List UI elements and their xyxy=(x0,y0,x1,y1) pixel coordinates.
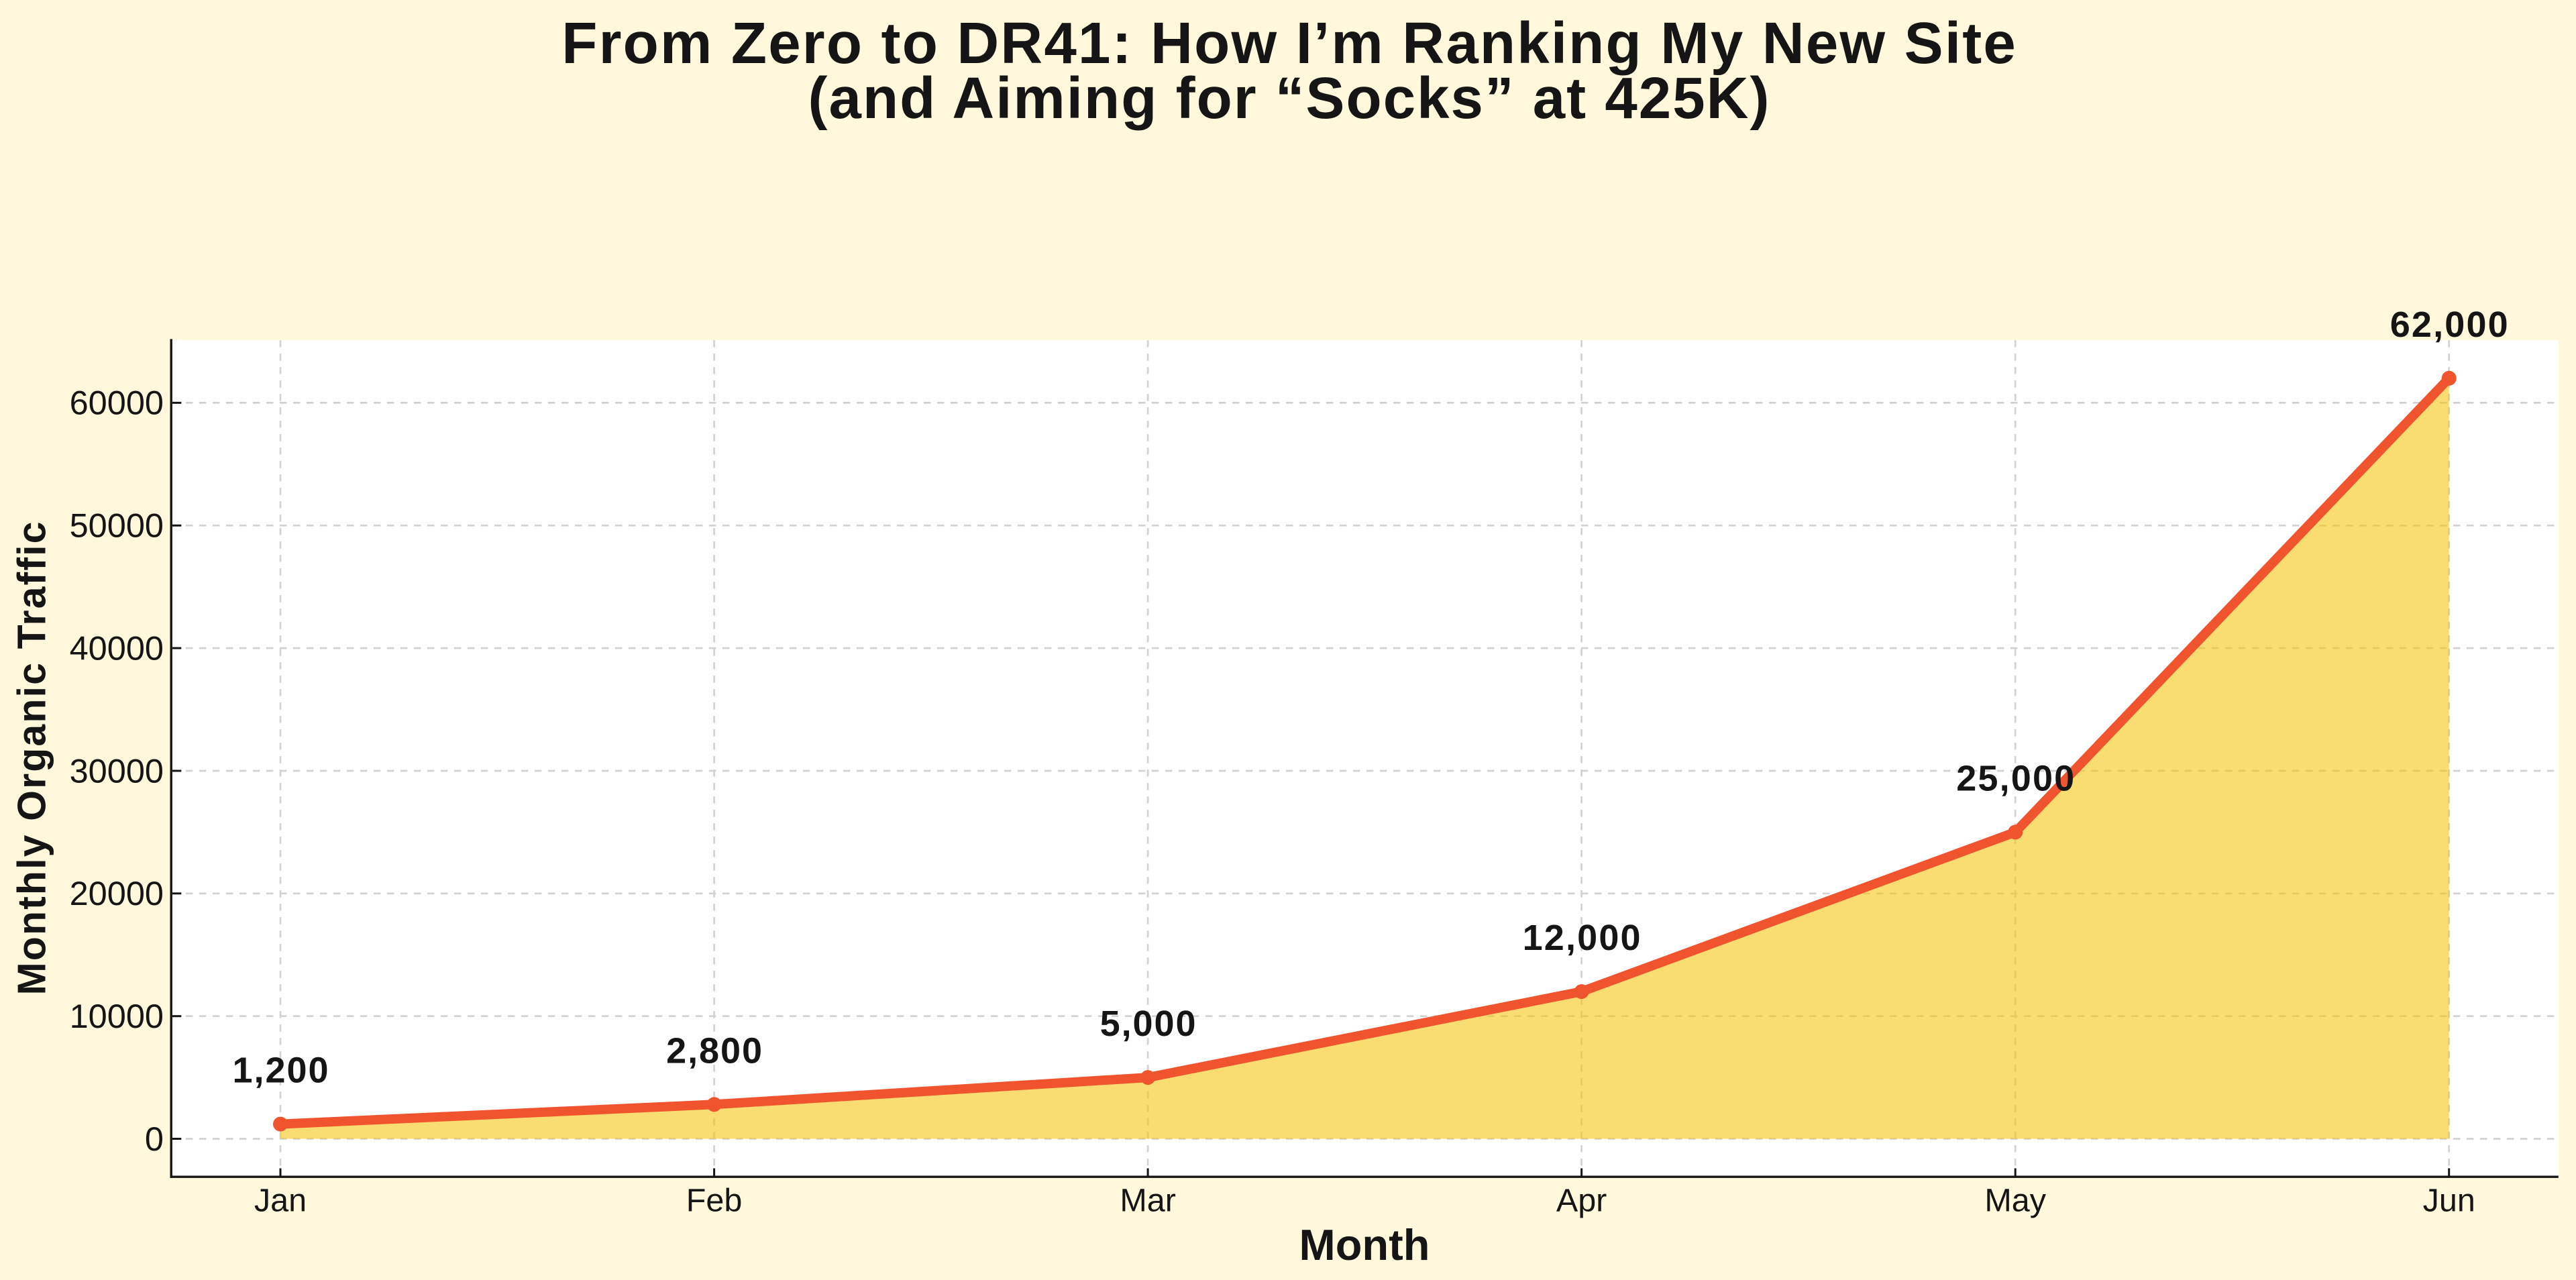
svg-text:0: 0 xyxy=(145,1120,164,1158)
svg-text:62,000: 62,000 xyxy=(2390,305,2508,345)
svg-text:25,000: 25,000 xyxy=(1956,758,2074,798)
svg-text:(and Aiming for “Socks” at 425: (and Aiming for “Socks” at 425K) xyxy=(808,66,1770,131)
svg-text:60000: 60000 xyxy=(70,384,164,422)
svg-text:1,200: 1,200 xyxy=(233,1051,329,1091)
svg-text:Monthly Organic Traffic: Monthly Organic Traffic xyxy=(10,522,54,996)
svg-text:Feb: Feb xyxy=(686,1183,743,1219)
svg-text:40000: 40000 xyxy=(70,629,164,667)
svg-text:30000: 30000 xyxy=(70,751,164,790)
svg-text:12,000: 12,000 xyxy=(1523,918,1641,958)
svg-text:Jan: Jan xyxy=(254,1183,307,1219)
svg-text:20000: 20000 xyxy=(70,874,164,912)
svg-text:May: May xyxy=(1984,1183,2046,1219)
svg-text:Apr: Apr xyxy=(1556,1183,1607,1219)
svg-text:2,800: 2,800 xyxy=(666,1030,762,1071)
svg-text:Mar: Mar xyxy=(1120,1183,1176,1219)
svg-text:From Zero to DR41: How I’m Ran: From Zero to DR41: How I’m Ranking My Ne… xyxy=(561,11,2016,76)
svg-text:10000: 10000 xyxy=(70,997,164,1035)
svg-text:50000: 50000 xyxy=(70,506,164,545)
svg-text:Month: Month xyxy=(1299,1220,1430,1269)
svg-text:5,000: 5,000 xyxy=(1100,1004,1196,1044)
svg-text:Jun: Jun xyxy=(2423,1183,2475,1219)
